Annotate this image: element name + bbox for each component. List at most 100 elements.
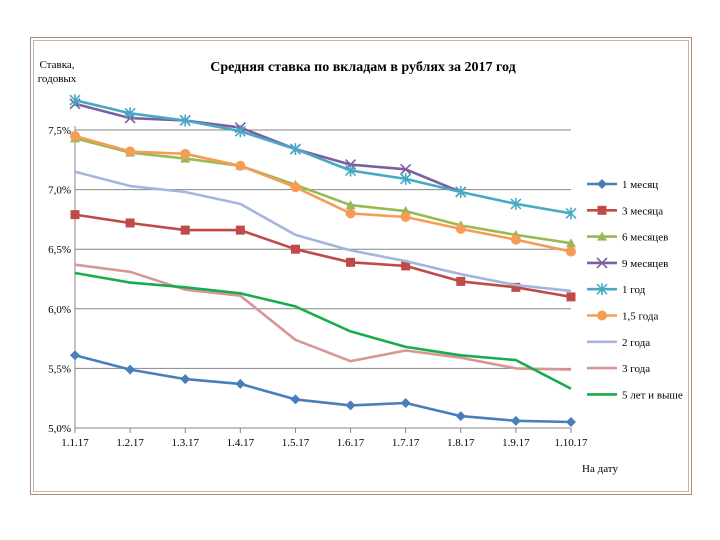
data-point: [345, 200, 356, 210]
data-point: [401, 261, 411, 271]
x-tick-label: 1.1.17: [61, 437, 89, 449]
y-tick-label: 7,0%: [48, 185, 71, 197]
y-tick-label: 6,5%: [48, 244, 71, 256]
data-point: [234, 125, 246, 138]
data-point: [345, 208, 356, 219]
series-9: [74, 271, 572, 390]
series-8: [74, 263, 572, 371]
series-3: [70, 133, 576, 248]
data-point: [345, 400, 356, 411]
data-point: [179, 114, 191, 127]
data-point: [180, 148, 191, 159]
data-point: [70, 350, 80, 361]
data-point: [510, 197, 522, 210]
legend-marker: [597, 231, 607, 241]
x-tick-label: 1.7.17: [392, 437, 420, 449]
data-point: [70, 130, 80, 141]
legend-label: 1 месяц: [622, 179, 658, 191]
legend-item-4: 9 месяцев: [587, 257, 668, 270]
data-point: [510, 234, 521, 245]
data-point: [455, 411, 466, 422]
x-tick-label: 1.2.17: [116, 437, 144, 449]
legend-item-6: 1,5 года: [587, 310, 659, 323]
data-point: [455, 223, 466, 234]
legend-label: 3 месяца: [622, 205, 663, 217]
y-tick-label: 7,5%: [48, 125, 71, 137]
legend-item-8: 3 года: [587, 363, 650, 375]
series-5: [69, 94, 577, 220]
data-point: [235, 225, 245, 235]
chart-frame: Средняя ставка по вкладам в рублях за 20…: [30, 37, 692, 495]
series-7: [74, 170, 572, 293]
line-chart: Средняя ставка по вкладам в рублях за 20…: [38, 59, 683, 475]
data-point: [511, 282, 521, 292]
data-point: [69, 94, 81, 107]
legend-item-9: 5 лет и выше: [587, 389, 683, 401]
data-point: [235, 378, 246, 389]
legend-item-1: 1 месяц: [587, 179, 658, 191]
legend-item-2: 3 месяца: [587, 205, 663, 217]
legend-marker: [597, 179, 607, 189]
legend-label: 1 год: [622, 284, 646, 296]
data-point: [290, 182, 301, 193]
data-point: [290, 394, 301, 405]
data-point: [125, 364, 136, 375]
axis-layer: 5,0% 5,5% 6,0% 6,5% 7,0% 7,5% 1.1.17 1.2.17 1.3.…: [48, 125, 588, 449]
data-point: [290, 244, 300, 254]
legend-label: 6 месяцев: [622, 232, 668, 244]
data-point: [400, 397, 411, 408]
data-point: [400, 212, 411, 223]
series-layer: [69, 94, 577, 428]
x-axis-label: На дату: [582, 463, 618, 475]
y-axis-label-line2: годовых: [38, 73, 77, 85]
data-point: [124, 107, 136, 120]
chart-title: Средняя ставка по вкладам в рублях за 20…: [210, 60, 515, 75]
series-line: [74, 271, 572, 390]
data-point: [566, 246, 576, 257]
x-tick-label: 1.9.17: [502, 437, 530, 449]
data-point: [400, 163, 412, 175]
series-line: [74, 102, 462, 194]
data-point: [235, 160, 246, 171]
y-tick-label: 5,0%: [48, 423, 71, 435]
data-point: [566, 238, 576, 248]
series-line: [74, 263, 572, 371]
data-point: [510, 415, 521, 426]
series-line: [74, 137, 572, 245]
legend: 1 месяц 3 месяца 6 месяцев 9 месяцев 1 год 1,…: [587, 179, 683, 401]
data-point: [456, 276, 466, 286]
series-line: [74, 354, 572, 424]
legend-label: 5 лет и выше: [622, 389, 683, 401]
y-axis-label-line1: Ставка,: [39, 59, 74, 71]
data-point: [344, 164, 357, 177]
series-line: [74, 98, 572, 215]
legend-label: 1,5 года: [622, 311, 659, 323]
legend-marker: [597, 310, 607, 321]
legend-marker: [597, 205, 607, 215]
data-point: [566, 292, 576, 302]
legend-item-3: 6 месяцев: [587, 231, 668, 244]
series-6: [70, 130, 576, 257]
legend-marker: [596, 283, 608, 296]
series-1: [70, 350, 576, 428]
data-point: [346, 257, 356, 267]
legend-label: 3 года: [622, 363, 650, 375]
x-tick-label: 1.3.17: [171, 437, 199, 449]
x-tick-label: 1.5.17: [282, 437, 310, 449]
series-line: [74, 170, 572, 293]
data-point: [70, 210, 80, 220]
data-point: [289, 143, 302, 156]
data-point: [566, 417, 576, 428]
data-point: [565, 207, 577, 220]
data-point: [180, 225, 190, 235]
data-point: [180, 374, 191, 385]
series-line: [74, 134, 572, 253]
data-point: [125, 218, 135, 228]
data-point: [455, 185, 467, 198]
legend-label: 9 месяцев: [622, 258, 668, 270]
x-tick-label: 1.10.17: [555, 437, 589, 449]
y-tick-label: 6,0%: [48, 304, 71, 316]
y-tick-label: 5,5%: [48, 363, 71, 375]
x-tick-label: 1.4.17: [227, 437, 255, 449]
legend-item-7: 2 года: [587, 337, 650, 349]
